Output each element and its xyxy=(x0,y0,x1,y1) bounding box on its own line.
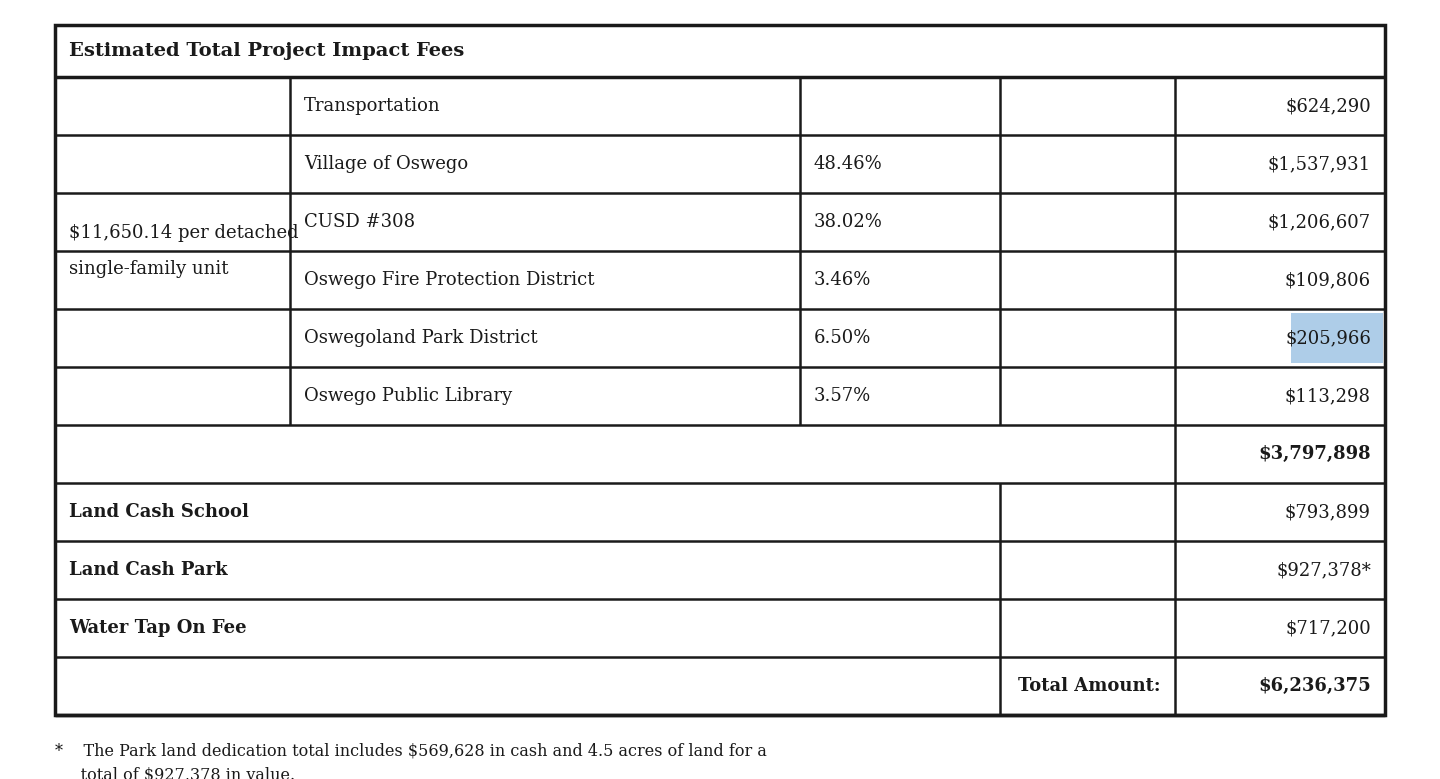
Text: Water Tap On Fee: Water Tap On Fee xyxy=(69,619,246,637)
Text: Transportation: Transportation xyxy=(304,97,441,115)
Text: Village of Oswego: Village of Oswego xyxy=(304,155,468,173)
Text: Oswego Fire Protection District: Oswego Fire Protection District xyxy=(304,271,595,289)
Text: CUSD #308: CUSD #308 xyxy=(304,213,415,231)
Text: single-family unit: single-family unit xyxy=(69,260,229,278)
Text: 6.50%: 6.50% xyxy=(814,329,871,347)
Text: Land Cash Park: Land Cash Park xyxy=(69,561,228,579)
Text: $1,537,931: $1,537,931 xyxy=(1267,155,1371,173)
Text: $793,899: $793,899 xyxy=(1284,503,1371,521)
Text: $1,206,607: $1,206,607 xyxy=(1267,213,1371,231)
Text: 3.57%: 3.57% xyxy=(814,387,871,405)
Text: Land Cash School: Land Cash School xyxy=(69,503,249,521)
Text: $109,806: $109,806 xyxy=(1284,271,1371,289)
Text: $717,200: $717,200 xyxy=(1286,619,1371,637)
Text: $3,797,898: $3,797,898 xyxy=(1259,445,1371,463)
Text: $205,966: $205,966 xyxy=(1284,329,1371,347)
Text: 38.02%: 38.02% xyxy=(814,213,883,231)
Bar xyxy=(55,25,1385,715)
Text: *    The Park land dedication total includes $569,628 in cash and 4.5 acres of l: * The Park land dedication total include… xyxy=(55,743,768,760)
Text: 48.46%: 48.46% xyxy=(814,155,883,173)
Text: 3.46%: 3.46% xyxy=(814,271,871,289)
Bar xyxy=(1292,313,1382,363)
Text: Oswegoland Park District: Oswegoland Park District xyxy=(304,329,537,347)
Text: $927,378*: $927,378* xyxy=(1276,561,1371,579)
Text: Estimated Total Project Impact Fees: Estimated Total Project Impact Fees xyxy=(69,42,464,60)
Text: Oswego Public Library: Oswego Public Library xyxy=(304,387,513,405)
Text: Total Amount:: Total Amount: xyxy=(1018,677,1161,695)
Text: total of $927,378 in value.: total of $927,378 in value. xyxy=(55,767,295,779)
Text: $113,298: $113,298 xyxy=(1284,387,1371,405)
Text: $11,650.14 per detached: $11,650.14 per detached xyxy=(69,224,298,242)
Text: $6,236,375: $6,236,375 xyxy=(1259,677,1371,695)
Text: $624,290: $624,290 xyxy=(1286,97,1371,115)
